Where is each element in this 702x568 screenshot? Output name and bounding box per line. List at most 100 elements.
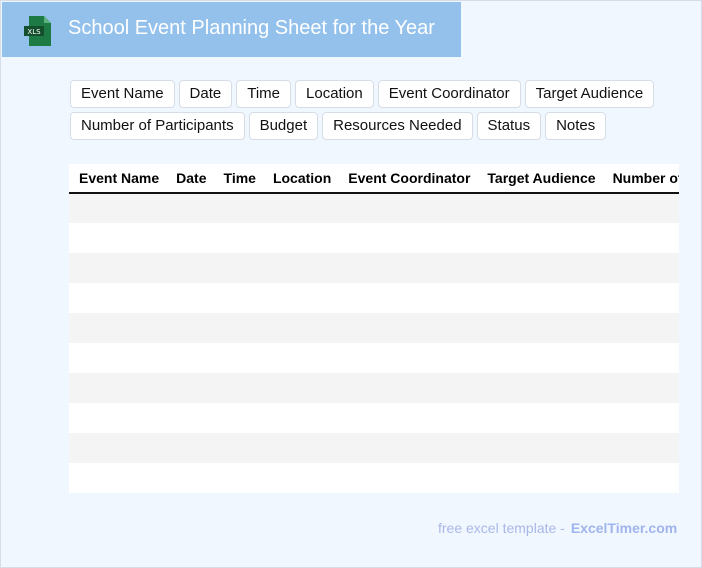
page-title: School Event Planning Sheet for the Year bbox=[68, 17, 435, 39]
table-cell[interactable] bbox=[262, 343, 339, 373]
table-cell[interactable] bbox=[69, 253, 167, 283]
table-cell[interactable] bbox=[166, 403, 214, 433]
table-cell[interactable] bbox=[338, 223, 478, 253]
table-cell[interactable] bbox=[213, 253, 263, 283]
table-cell[interactable] bbox=[166, 283, 214, 313]
table-cell[interactable] bbox=[262, 223, 339, 253]
column-chip[interactable]: Time bbox=[236, 80, 292, 108]
table-cell[interactable] bbox=[166, 313, 214, 343]
table-cell[interactable] bbox=[602, 283, 679, 313]
table-cell[interactable] bbox=[213, 193, 263, 223]
table-cell[interactable] bbox=[338, 373, 478, 403]
column-chip[interactable]: Target Audience bbox=[524, 80, 655, 108]
column-chip-list: Event Name Date Time Location Event Coordina… bbox=[70, 80, 660, 140]
table-cell[interactable] bbox=[69, 433, 167, 463]
column-chip[interactable]: Date bbox=[178, 80, 233, 108]
table-cell[interactable] bbox=[338, 403, 478, 433]
table-cell[interactable] bbox=[213, 403, 263, 433]
table-cell[interactable] bbox=[69, 283, 167, 313]
event-table[interactable]: Event Name Date Time Location Event Coordina… bbox=[69, 164, 679, 493]
table-row bbox=[69, 433, 679, 463]
table-cell[interactable] bbox=[69, 223, 167, 253]
column-chip[interactable]: Status bbox=[476, 112, 542, 140]
table-cell[interactable] bbox=[69, 343, 167, 373]
table-cell[interactable] bbox=[213, 463, 263, 493]
table-cell[interactable] bbox=[69, 373, 167, 403]
table-cell[interactable] bbox=[166, 223, 214, 253]
column-header[interactable]: Date bbox=[166, 164, 214, 194]
table-cell[interactable] bbox=[477, 313, 603, 343]
table-cell[interactable] bbox=[602, 223, 679, 253]
table-cell[interactable] bbox=[166, 373, 214, 403]
table-row bbox=[69, 313, 679, 343]
column-header[interactable]: Target Audience bbox=[477, 164, 603, 194]
column-chip[interactable]: Notes bbox=[545, 112, 607, 140]
table-cell[interactable] bbox=[69, 313, 167, 343]
table-cell[interactable] bbox=[477, 403, 603, 433]
column-chip[interactable]: Location bbox=[295, 80, 374, 108]
table-cell[interactable] bbox=[602, 313, 679, 343]
column-chip[interactable]: Number of Participants bbox=[70, 112, 245, 140]
table-cell[interactable] bbox=[166, 343, 214, 373]
table-cell[interactable] bbox=[338, 253, 478, 283]
table-cell[interactable] bbox=[477, 373, 603, 403]
table-cell[interactable] bbox=[262, 463, 339, 493]
header-banner: XLS School Event Planning Sheet for the … bbox=[2, 2, 461, 57]
footer-brand-link[interactable]: ExcelTimer.com bbox=[570, 520, 678, 536]
table-cell[interactable] bbox=[602, 373, 679, 403]
table-cell[interactable] bbox=[166, 193, 214, 223]
column-chip[interactable]: Budget bbox=[248, 112, 319, 140]
table-cell[interactable] bbox=[69, 193, 167, 223]
column-chip[interactable]: Resources Needed bbox=[322, 112, 473, 140]
table-cell[interactable] bbox=[213, 223, 263, 253]
table-cell[interactable] bbox=[262, 373, 339, 403]
table-cell[interactable] bbox=[262, 313, 339, 343]
table-cell[interactable] bbox=[69, 403, 167, 433]
table-cell[interactable] bbox=[69, 463, 167, 493]
table-row bbox=[69, 193, 679, 223]
footer-text: free excel template - bbox=[438, 520, 565, 536]
column-header[interactable]: Location bbox=[262, 164, 339, 194]
table-row bbox=[69, 463, 679, 493]
table-cell[interactable] bbox=[477, 283, 603, 313]
column-chip[interactable]: Event Name bbox=[70, 80, 175, 108]
table-cell[interactable] bbox=[213, 343, 263, 373]
column-header[interactable]: Event Name bbox=[69, 164, 167, 194]
table-cell[interactable] bbox=[477, 463, 603, 493]
column-header[interactable]: Time bbox=[213, 164, 263, 194]
table-cell[interactable] bbox=[166, 253, 214, 283]
table-cell[interactable] bbox=[166, 463, 214, 493]
table-cell[interactable] bbox=[477, 193, 603, 223]
column-chip[interactable]: Event Coordinator bbox=[377, 80, 521, 108]
table-cell[interactable] bbox=[262, 433, 339, 463]
table-cell[interactable] bbox=[477, 223, 603, 253]
table-row bbox=[69, 403, 679, 433]
table-cell[interactable] bbox=[338, 433, 478, 463]
table-cell[interactable] bbox=[262, 253, 339, 283]
table-cell[interactable] bbox=[477, 343, 603, 373]
table-cell[interactable] bbox=[213, 373, 263, 403]
table-row bbox=[69, 253, 679, 283]
table-cell[interactable] bbox=[213, 283, 263, 313]
table-cell[interactable] bbox=[338, 343, 478, 373]
table-cell[interactable] bbox=[262, 283, 339, 313]
table-cell[interactable] bbox=[477, 433, 603, 463]
table-cell[interactable] bbox=[602, 343, 679, 373]
table-cell[interactable] bbox=[262, 193, 339, 223]
table-cell[interactable] bbox=[602, 433, 679, 463]
column-header[interactable]: Event Coordinator bbox=[338, 164, 478, 194]
table-cell[interactable] bbox=[338, 193, 478, 223]
table-cell[interactable] bbox=[338, 463, 478, 493]
table-cell[interactable] bbox=[213, 433, 263, 463]
table-cell[interactable] bbox=[602, 463, 679, 493]
table-cell[interactable] bbox=[602, 193, 679, 223]
table-cell[interactable] bbox=[262, 403, 339, 433]
table-cell[interactable] bbox=[477, 253, 603, 283]
table-cell[interactable] bbox=[602, 253, 679, 283]
table-cell[interactable] bbox=[213, 313, 263, 343]
table-cell[interactable] bbox=[602, 403, 679, 433]
table-cell[interactable] bbox=[166, 433, 214, 463]
column-header[interactable]: Number of Participants bbox=[602, 164, 679, 194]
table-cell[interactable] bbox=[338, 313, 478, 343]
table-cell[interactable] bbox=[338, 283, 478, 313]
